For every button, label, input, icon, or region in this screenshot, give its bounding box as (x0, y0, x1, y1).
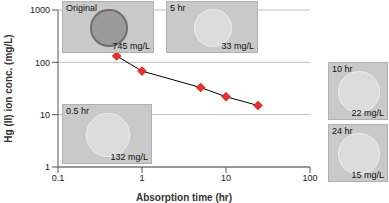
svg-text:100: 100 (35, 58, 50, 68)
svg-text:0.1: 0.1 (52, 173, 65, 183)
svg-text:Hg (II) ion conc. (mg/L): Hg (II) ion conc. (mg/L) (8, 34, 14, 142)
svg-text:1: 1 (139, 173, 144, 183)
svg-text:10: 10 (40, 110, 50, 120)
svg-text:10: 10 (221, 173, 231, 183)
html-text:132 mg/L: 132 mg/L (110, 152, 148, 162)
html-text:10 hr: 10 hr (332, 64, 353, 74)
html-text:0.5 hr: 0.5 hr (66, 106, 89, 116)
html-text:15 mg/L: 15 mg/L (351, 170, 384, 180)
html-text:33 mg/L: 33 mg/L (221, 41, 254, 51)
svg-text:1000: 1000 (30, 5, 50, 15)
html-text:22 mg/L: 22 mg/L (351, 108, 384, 118)
html-text:Original: Original (66, 3, 97, 13)
svg-text:1: 1 (45, 162, 50, 172)
html-text:745 mg/L: 745 mg/L (112, 41, 150, 51)
html-text:5 hr: 5 hr (170, 3, 186, 13)
svg-text:Absorption time (hr): Absorption time (hr) (136, 192, 232, 203)
svg-text:100: 100 (302, 173, 317, 183)
html-text:24 hr: 24 hr (332, 126, 353, 136)
